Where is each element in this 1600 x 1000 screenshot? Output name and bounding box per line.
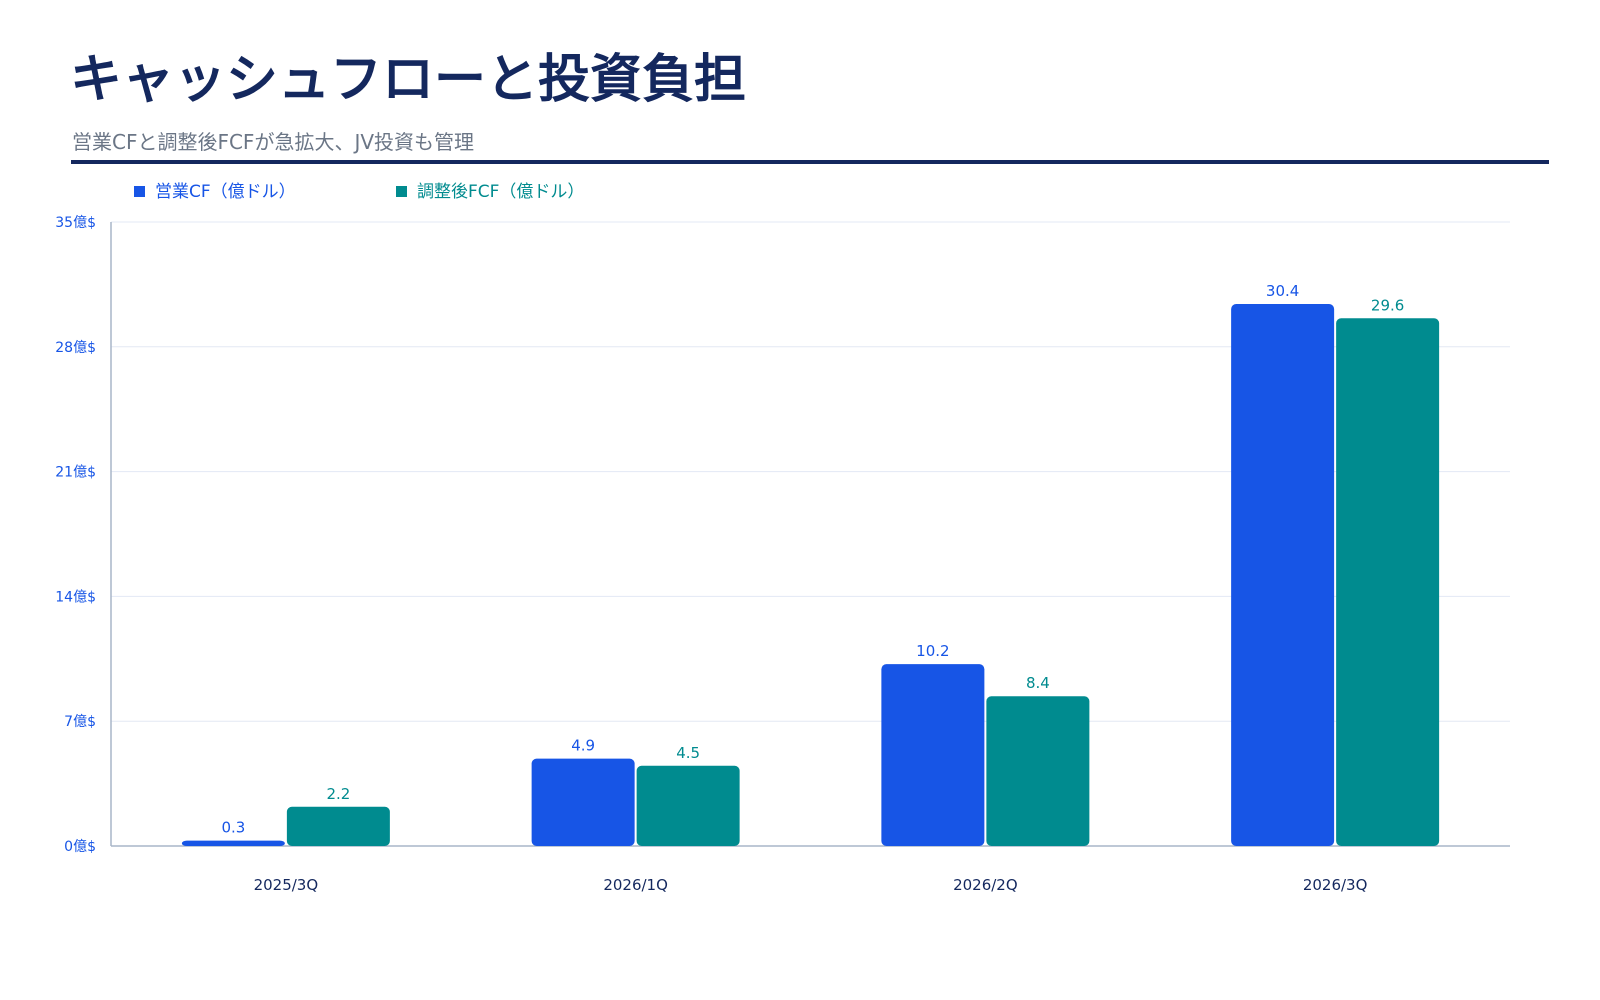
bar <box>181 840 285 846</box>
y-tick-label: 21億$ <box>55 465 96 481</box>
legend-swatch <box>134 186 145 197</box>
page-subtitle: 営業CFと調整後FCFが急拡大、JV投資も管理 <box>72 130 475 154</box>
data-label: 2.2 <box>326 785 350 803</box>
data-label: 4.9 <box>571 737 595 755</box>
bar <box>286 806 390 846</box>
bar <box>1231 304 1335 846</box>
data-label: 0.3 <box>221 819 245 837</box>
data-label: 10.2 <box>916 642 949 660</box>
bar <box>1336 318 1440 846</box>
legend: 営業CF（億ドル） 調整後FCF（億ドル） <box>134 182 584 202</box>
y-tick-label: 7億$ <box>64 714 96 730</box>
y-tick-label: 14億$ <box>55 589 96 605</box>
data-labels: 0.3 2.2 4.9 4.5 10.2 8.4 30.4 29.6 <box>221 282 1404 837</box>
page-title: キャッシュフローと投資負担 <box>70 50 747 110</box>
x-tick-label: 2026/3Q <box>1303 876 1368 894</box>
y-tick-label: 35億$ <box>55 215 96 231</box>
legend-label: 調整後FCF（億ドル） <box>417 182 584 202</box>
data-label: 30.4 <box>1266 282 1299 300</box>
bar <box>636 765 740 846</box>
legend-swatch <box>396 186 407 197</box>
y-tick-label: 0億$ <box>64 839 96 855</box>
bar <box>531 758 635 846</box>
bar <box>986 696 1090 846</box>
data-label: 8.4 <box>1026 674 1050 692</box>
bar <box>881 664 985 846</box>
legend-label: 営業CF（億ドル） <box>155 182 296 202</box>
y-tick-label: 28億$ <box>55 340 96 356</box>
data-label: 29.6 <box>1371 296 1404 314</box>
x-tick-label: 2025/3Q <box>254 876 319 894</box>
x-tick-label: 2026/1Q <box>603 876 668 894</box>
data-label: 4.5 <box>676 744 700 762</box>
title-divider <box>71 160 1549 164</box>
bars <box>181 304 1440 846</box>
x-tick-label: 2026/2Q <box>953 876 1018 894</box>
